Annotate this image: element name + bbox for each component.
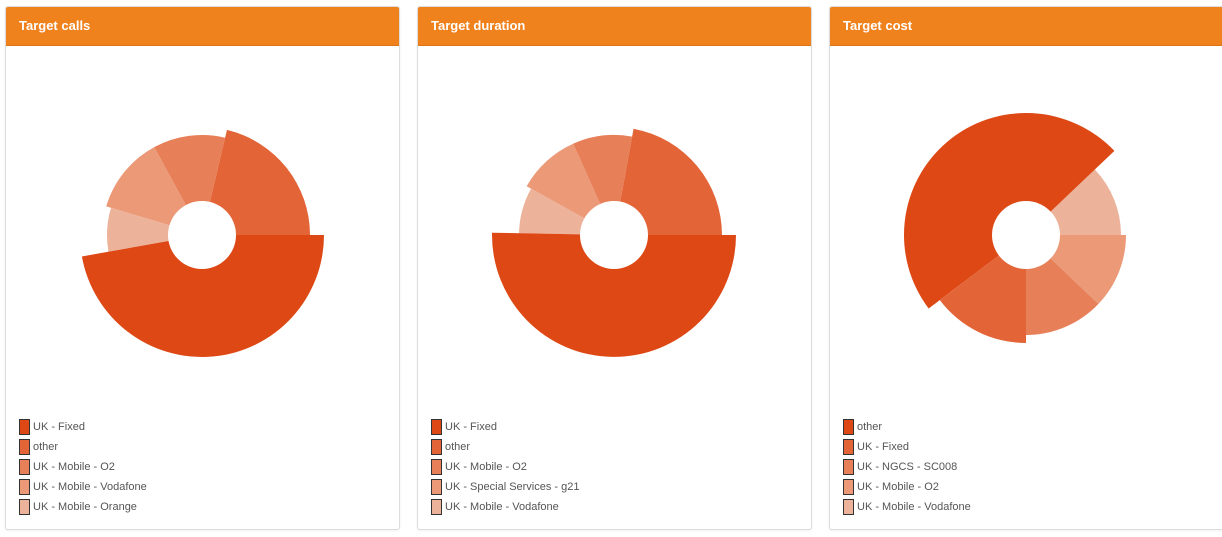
- pie-slice: [492, 232, 736, 357]
- legend-label: other: [33, 441, 59, 453]
- target-calls-pie-chart: [81, 129, 325, 357]
- legend-label: UK - Fixed: [445, 421, 497, 433]
- legend-label: UK - Mobile - Vodafone: [857, 501, 971, 513]
- pie-slice: [202, 129, 310, 235]
- target-calls-panel: Target calls UK - Fixed other UK - Mobil…: [5, 6, 400, 530]
- legend-swatch: [19, 439, 30, 455]
- panel-title: Target calls: [6, 7, 399, 46]
- legend-swatch: [431, 439, 442, 455]
- legend-swatch: [19, 459, 30, 475]
- legend-item: UK - Mobile - Vodafone: [19, 477, 147, 497]
- legend-swatch: [431, 479, 442, 495]
- pie-slice: [614, 128, 722, 235]
- legend-label: UK - NGCS - SC008: [857, 461, 958, 473]
- legend-swatch: [431, 499, 442, 515]
- legend-label: UK - Fixed: [33, 421, 85, 433]
- legend-item: UK - Mobile - Orange: [19, 497, 147, 517]
- panel-title: Target cost: [830, 7, 1222, 46]
- legend-item: UK - Fixed: [431, 417, 580, 437]
- legend-label: UK - Mobile - O2: [33, 461, 115, 473]
- legend-label: UK - Mobile - Vodafone: [33, 481, 147, 493]
- legend-item: UK - NGCS - SC008: [843, 457, 971, 477]
- legend-label: UK - Special Services - g21: [445, 481, 580, 493]
- target-cost-pie-chart: [903, 112, 1126, 343]
- legend-item: UK - Mobile - Vodafone: [431, 497, 580, 517]
- legend-item: other: [431, 437, 580, 457]
- legend-label: UK - Mobile - Vodafone: [445, 501, 559, 513]
- legend-label: UK - Mobile - O2: [857, 481, 939, 493]
- legend-swatch: [843, 479, 854, 495]
- legend-item: UK - Mobile - O2: [19, 457, 147, 477]
- legend-item: other: [19, 437, 147, 457]
- legend-label: UK - Fixed: [857, 441, 909, 453]
- legend-item: UK - Special Services - g21: [431, 477, 580, 497]
- legend-swatch: [19, 499, 30, 515]
- legend-item: UK - Mobile - Vodafone: [843, 497, 971, 517]
- legend-swatch: [19, 479, 30, 495]
- legend-swatch: [19, 419, 30, 435]
- legend-label: other: [857, 421, 883, 433]
- legend-item: UK - Fixed: [19, 417, 147, 437]
- legend: UK - Fixed other UK - Mobile - O2 UK - S…: [431, 417, 580, 517]
- legend-item: UK - Mobile - O2: [431, 457, 580, 477]
- target-cost-panel: Target cost other UK - Fixed UK - NGCS -…: [829, 6, 1222, 530]
- target-duration-panel: Target duration UK - Fixed other UK - Mo…: [417, 6, 812, 530]
- legend-swatch: [431, 419, 442, 435]
- legend-item: UK - Mobile - O2: [843, 477, 971, 497]
- donut-hole: [992, 201, 1060, 269]
- legend: UK - Fixed other UK - Mobile - O2 UK - M…: [19, 417, 147, 517]
- legend-swatch: [843, 419, 854, 435]
- legend-swatch: [843, 499, 854, 515]
- legend-item: UK - Fixed: [843, 437, 971, 457]
- legend: other UK - Fixed UK - NGCS - SC008 UK - …: [843, 417, 971, 517]
- legend-label: other: [445, 441, 471, 453]
- panel-title: Target duration: [418, 7, 811, 46]
- donut-hole: [580, 201, 648, 269]
- donut-hole: [168, 201, 236, 269]
- legend-swatch: [431, 459, 442, 475]
- legend-swatch: [843, 459, 854, 475]
- legend-label: UK - Mobile - Orange: [33, 501, 137, 513]
- legend-swatch: [843, 439, 854, 455]
- legend-label: UK - Mobile - O2: [445, 461, 527, 473]
- legend-item: other: [843, 417, 971, 437]
- pie-slice: [107, 207, 202, 252]
- pie-slice: [81, 235, 325, 357]
- target-duration-pie-chart: [492, 128, 736, 357]
- pie-slice: [939, 235, 1026, 343]
